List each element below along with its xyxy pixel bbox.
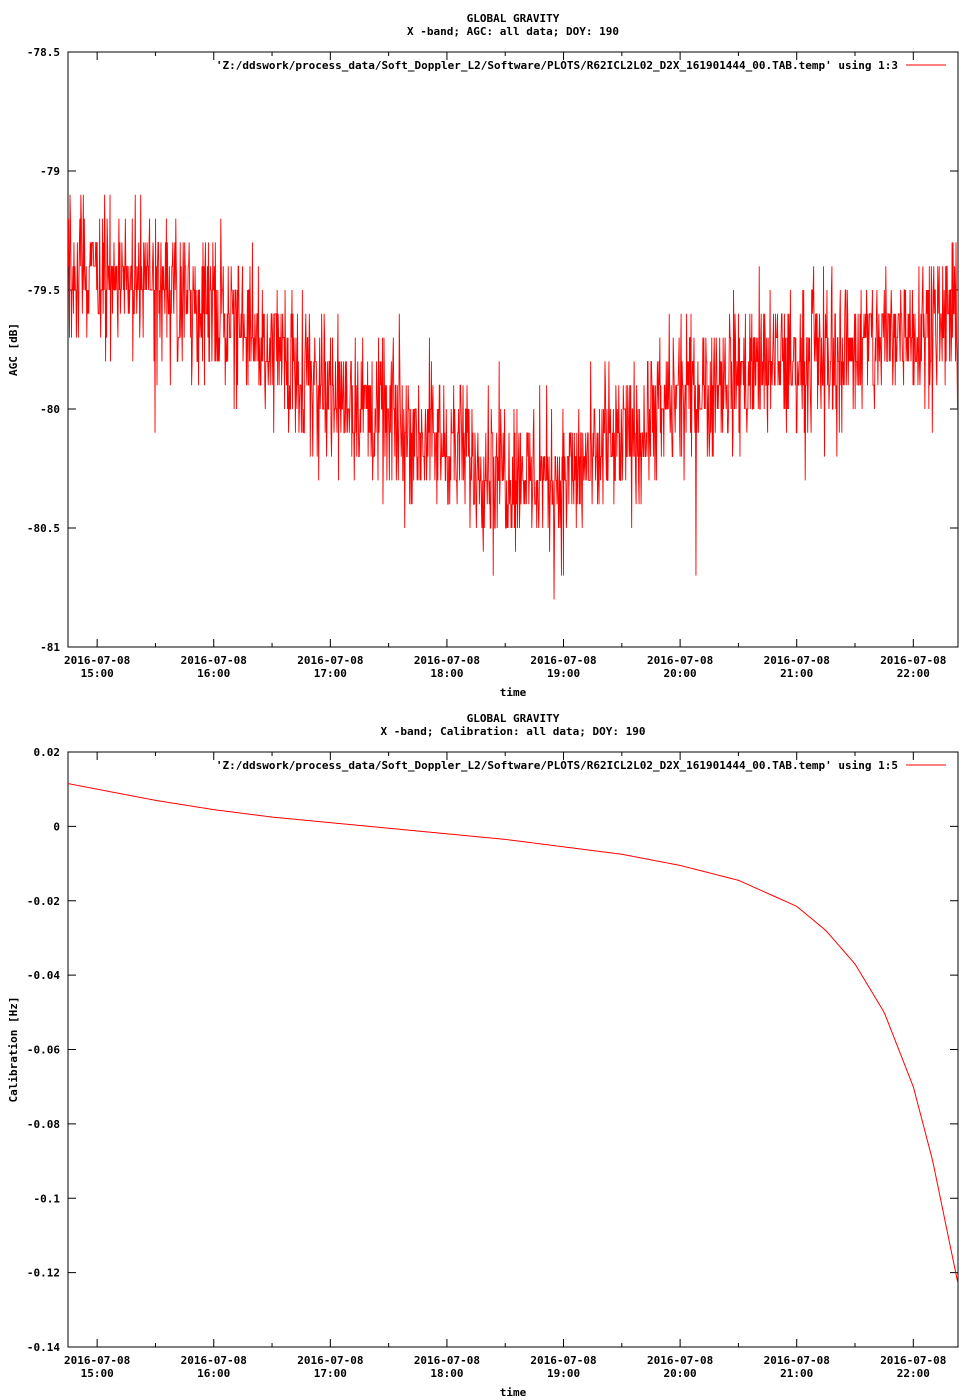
x-tick-time: 15:00 xyxy=(81,667,114,680)
legend-label: 'Z:/ddswork/process_data/Soft_Doppler_L2… xyxy=(216,759,898,772)
y-tick-label: -78.5 xyxy=(27,46,60,59)
series-line xyxy=(68,194,958,600)
chart-subtitle: X -band; AGC: all data; DOY: 190 xyxy=(407,25,619,38)
y-tick-label: -80.5 xyxy=(27,522,60,535)
x-tick-time: 19:00 xyxy=(547,1367,580,1380)
x-tick-date: 2016-07-08 xyxy=(297,654,363,667)
y-tick-label: -79.5 xyxy=(27,284,60,297)
x-tick-time: 17:00 xyxy=(314,1367,347,1380)
x-tick-date: 2016-07-08 xyxy=(647,654,713,667)
x-tick-date: 2016-07-08 xyxy=(64,1354,130,1367)
y-axis-label: Calibration [Hz] xyxy=(7,997,20,1103)
x-tick-time: 18:00 xyxy=(430,667,463,680)
y-tick-label: -79 xyxy=(40,165,60,178)
y-tick-label: -0.12 xyxy=(27,1267,60,1280)
x-tick-date: 2016-07-08 xyxy=(181,654,247,667)
chart-title: GLOBAL GRAVITY xyxy=(467,12,560,25)
x-axis-label: time xyxy=(500,686,527,699)
y-tick-label: 0.02 xyxy=(34,746,61,759)
x-tick-date: 2016-07-08 xyxy=(64,654,130,667)
x-tick-time: 21:00 xyxy=(780,667,813,680)
y-tick-label: -0.02 xyxy=(27,895,60,908)
x-tick-time: 19:00 xyxy=(547,667,580,680)
y-tick-label: -0.06 xyxy=(27,1044,60,1057)
x-tick-time: 20:00 xyxy=(664,667,697,680)
plot-frame xyxy=(67,51,959,648)
x-tick-date: 2016-07-08 xyxy=(880,654,946,667)
chart-title: GLOBAL GRAVITY xyxy=(467,712,560,725)
chart-subtitle: X -band; Calibration: all data; DOY: 190 xyxy=(381,725,646,738)
x-tick-time: 16:00 xyxy=(197,1367,230,1380)
y-tick-label: 0 xyxy=(53,820,60,833)
legend-label: 'Z:/ddswork/process_data/Soft_Doppler_L2… xyxy=(216,59,898,72)
x-tick-time: 20:00 xyxy=(664,1367,697,1380)
x-tick-date: 2016-07-08 xyxy=(647,1354,713,1367)
x-tick-time: 16:00 xyxy=(197,667,230,680)
series-line xyxy=(68,783,958,1284)
x-tick-date: 2016-07-08 xyxy=(297,1354,363,1367)
x-tick-time: 22:00 xyxy=(897,1367,930,1380)
y-axis-label: AGC [dB] xyxy=(7,323,20,376)
x-tick-time: 17:00 xyxy=(314,667,347,680)
x-tick-date: 2016-07-08 xyxy=(414,654,480,667)
x-tick-date: 2016-07-08 xyxy=(880,1354,946,1367)
x-tick-date: 2016-07-08 xyxy=(764,654,830,667)
y-tick-label: -81 xyxy=(40,641,60,654)
x-tick-time: 18:00 xyxy=(430,1367,463,1380)
x-tick-date: 2016-07-08 xyxy=(764,1354,830,1367)
x-tick-time: 22:00 xyxy=(897,667,930,680)
x-tick-date: 2016-07-08 xyxy=(414,1354,480,1367)
x-tick-time: 15:00 xyxy=(81,1367,114,1380)
x-tick-date: 2016-07-08 xyxy=(530,1354,596,1367)
x-axis-label: time xyxy=(500,1386,527,1399)
y-tick-label: -80 xyxy=(40,403,60,416)
x-tick-time: 21:00 xyxy=(780,1367,813,1380)
y-tick-label: -0.04 xyxy=(27,969,60,982)
x-tick-date: 2016-07-08 xyxy=(530,654,596,667)
y-tick-label: -0.1 xyxy=(34,1192,61,1205)
x-tick-date: 2016-07-08 xyxy=(181,1354,247,1367)
y-tick-label: -0.14 xyxy=(27,1341,60,1354)
plot-frame xyxy=(67,751,959,1348)
y-tick-label: -0.08 xyxy=(27,1118,60,1131)
